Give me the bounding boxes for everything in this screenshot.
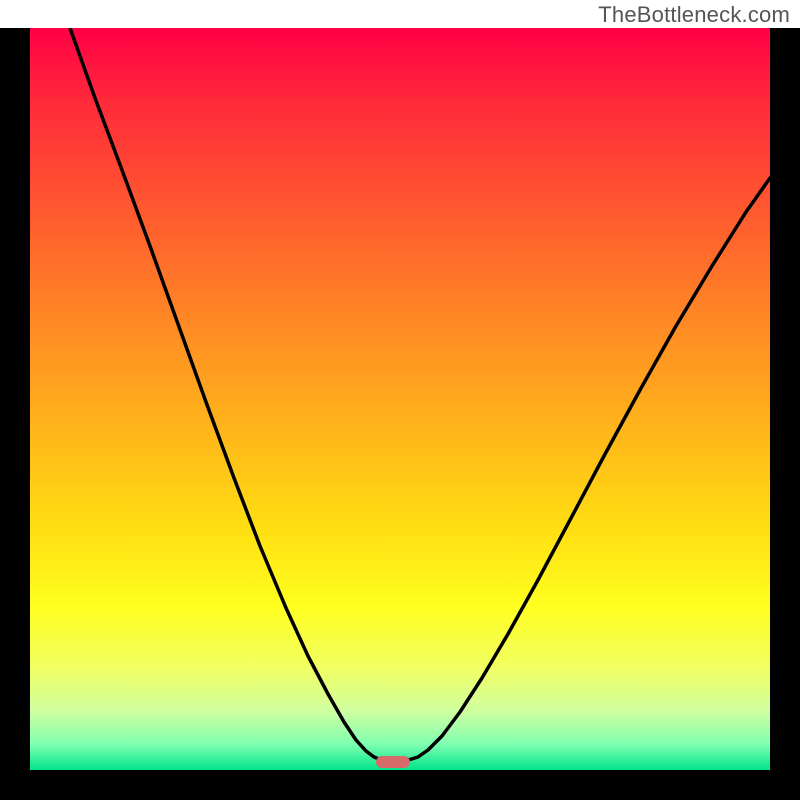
plot-area bbox=[0, 28, 800, 800]
watermark-text: TheBottleneck.com bbox=[598, 2, 790, 28]
gradient-background bbox=[30, 28, 770, 770]
optimal-point-marker bbox=[376, 756, 410, 768]
chart-frame: TheBottleneck.com bbox=[0, 0, 800, 800]
chart-svg bbox=[0, 28, 800, 800]
